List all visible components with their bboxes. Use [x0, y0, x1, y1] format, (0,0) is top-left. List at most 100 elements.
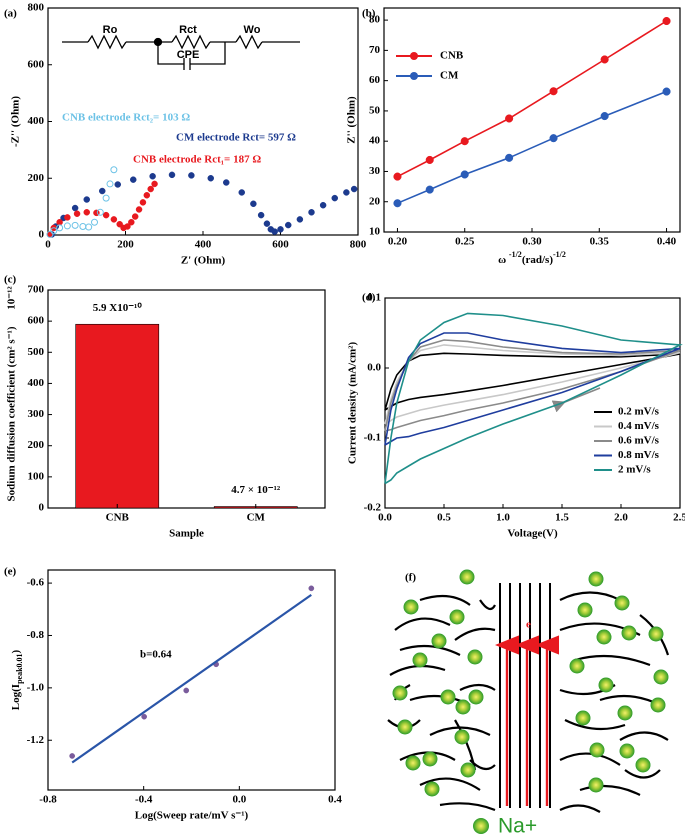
x-tick-label: 800: [350, 239, 367, 251]
na-ion: [569, 658, 585, 674]
na-ion: [635, 757, 651, 773]
data-point: [183, 687, 190, 694]
plot-frame: [384, 297, 681, 509]
na-ion: [405, 755, 421, 771]
data-point: [79, 222, 87, 230]
y-axis-label: Sodium diffusion coefficient (cm² s⁻¹): [6, 326, 18, 501]
x-tick-label: -0.4: [135, 794, 153, 806]
legend-ion: [473, 818, 489, 834]
panel-label: (d): [362, 292, 376, 304]
data-point: [277, 226, 284, 233]
data-point: [91, 218, 98, 226]
y-tick-label: 40: [369, 135, 381, 147]
data-point: [188, 172, 195, 179]
y-tick-label: 200: [28, 439, 45, 451]
data-point: [549, 87, 558, 96]
y-tick-label: 600: [28, 315, 45, 327]
x-tick-label: 1.0: [496, 512, 510, 524]
na-ion: [454, 729, 470, 745]
x-tick-label: 0.25: [455, 236, 475, 248]
axis-label-part: Log(I: [10, 684, 22, 710]
x-tick-label: CM: [247, 512, 266, 524]
x-tick-label: 0.40: [657, 236, 677, 248]
data-point: [46, 230, 54, 238]
data-point: [308, 585, 315, 592]
axis-label: Log(Ipeak0.01): [10, 649, 25, 710]
annotation: CNB electrode Rct₁= 187 Ω: [133, 154, 261, 166]
data-point: [238, 189, 245, 196]
x-tick-label: 0.0: [378, 512, 392, 524]
data-point: [331, 194, 338, 202]
data-point: [350, 185, 358, 193]
plot-frame: [383, 7, 681, 233]
na-ion: [619, 743, 635, 759]
data-point: [393, 199, 402, 208]
graphene-sheet: [559, 591, 621, 601]
series-line: [71, 593, 312, 764]
data-point: [505, 153, 514, 162]
na-ion: [614, 595, 630, 611]
na-ion: [468, 689, 484, 705]
na-ion: [577, 602, 593, 618]
diagram: [387, 569, 670, 813]
graphene-sheet: [419, 594, 471, 606]
na-ion: [648, 626, 664, 642]
axis-label-part: -1/2: [509, 250, 522, 259]
y-tick-label: 80: [369, 14, 381, 26]
legend-label: 2 mV/s: [618, 464, 651, 476]
data-point: [83, 196, 90, 203]
x-axis-label: Log(Sweep rate/mV s⁻¹): [135, 810, 249, 822]
data-point: [56, 224, 64, 232]
axis-label-part: ): [10, 649, 22, 653]
legend-label: 0.6 mV/s: [618, 435, 660, 447]
x-tick-label: CNB: [106, 512, 130, 524]
data-point: [71, 221, 79, 229]
x-tick-label: 0.20: [388, 236, 408, 248]
annotation: b=0.64: [140, 649, 172, 661]
graphene-sheet: [399, 644, 461, 656]
x-axis-label: Sample: [169, 528, 204, 540]
x-axis-label: Voltage(V): [507, 528, 558, 540]
na-ion: [397, 719, 413, 735]
legend-marker: [410, 72, 418, 80]
data-point: [207, 175, 214, 182]
na-ion: [455, 699, 471, 715]
graphene-sheet: [394, 617, 451, 631]
na-ion: [460, 762, 476, 778]
na-ion: [588, 571, 604, 587]
data-point: [50, 227, 58, 235]
na-ion: [653, 669, 669, 685]
y-axis-label: -Z'' (Ohm): [10, 96, 22, 147]
legend-label: CM: [440, 70, 459, 82]
axis-label: ω -1/2(rad/s)-1/2: [498, 250, 566, 265]
na-ion: [403, 599, 419, 615]
graphene-sheet: [574, 654, 651, 667]
na-ion: [412, 652, 428, 668]
data-point: [114, 181, 121, 188]
data-point: [149, 173, 156, 180]
axis-label-part: ω: [498, 254, 509, 266]
value-label: 5.9 X10⁻¹⁰: [93, 302, 143, 314]
x-tick-label: 0.30: [522, 236, 542, 248]
data-point: [110, 216, 118, 223]
data-point: [662, 87, 671, 96]
data-point: [223, 179, 230, 186]
y-tick-label: -1.0: [27, 681, 45, 693]
data-point: [263, 220, 271, 227]
graphene-sheet: [619, 731, 669, 741]
data-point: [460, 170, 469, 179]
x-tick-label: 200: [117, 239, 134, 251]
x-tick-label: 0.0: [232, 794, 246, 806]
y-tick-label: -0.2: [364, 502, 382, 514]
x-tick-label: 600: [272, 239, 289, 251]
na-ion: [431, 633, 447, 649]
circuit-inset: [62, 34, 300, 70]
data-point: [83, 209, 90, 216]
graphene-sheet: [454, 627, 496, 641]
na-ion: [459, 569, 475, 585]
y-tick-label: -0.1: [364, 432, 381, 444]
data-point: [271, 228, 278, 235]
legend-marker: [410, 52, 418, 60]
electron-label: e: [526, 619, 531, 631]
x-tick-label: 0.5: [437, 512, 451, 524]
